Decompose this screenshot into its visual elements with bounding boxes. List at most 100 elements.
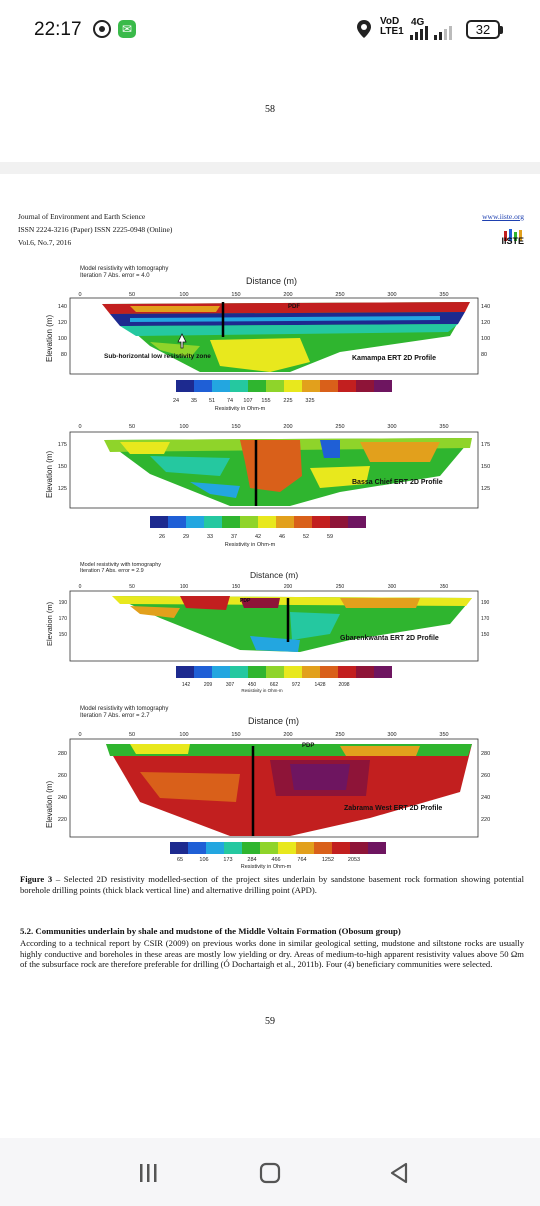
scale-title: Resistivity in Ohm-m <box>225 542 276 548</box>
scale-swatch <box>222 516 240 528</box>
battery-icon: 32 <box>466 20 503 39</box>
y-tick-label: 240 <box>481 795 490 801</box>
scale-swatch <box>248 380 266 392</box>
x-tick-label: 100 <box>179 424 188 430</box>
panel-header-2: Iteration 7 Abs. error = 2.9 <box>80 568 144 574</box>
scale-swatch <box>242 842 260 854</box>
scale-swatch <box>320 666 338 678</box>
scale-value: 33 <box>207 534 213 540</box>
y-tick-label: 260 <box>481 773 490 779</box>
scale-value: 51 <box>209 398 215 404</box>
scale-value: 59 <box>327 534 333 540</box>
scale-values: 26 29 33 37 42 46 52 59 <box>159 534 333 540</box>
journal-url[interactable]: www.iiste.org <box>482 212 524 221</box>
scale-swatch <box>194 380 212 392</box>
scale-swatch <box>188 842 206 854</box>
figure-canvas: Model resistivity with tomography Iterat… <box>45 266 490 870</box>
pdf-page-58: 58 <box>0 62 540 162</box>
plot-frame <box>69 431 479 509</box>
scale-swatch <box>302 666 320 678</box>
y-tick-label: 125 <box>58 486 67 492</box>
scale-swatch <box>176 666 194 678</box>
journal-name: Journal of Environment and Earth Science <box>18 212 146 221</box>
panel-header-1: Model resistivity with tomography <box>80 266 168 272</box>
x-tick-label: 50 <box>129 584 135 590</box>
home-button[interactable] <box>250 1158 290 1188</box>
scale-swatch <box>350 842 368 854</box>
scale-swatch <box>294 516 312 528</box>
scale-swatch <box>348 516 366 528</box>
x-ticks: 0 50 100 150 200 250 300 350 <box>79 584 449 590</box>
x-tick-label: 0 <box>78 424 81 430</box>
y-tick-label: 170 <box>59 616 68 622</box>
scale-values: 65 106 173 284 466 764 1252 2053 <box>177 857 360 863</box>
x-tick-label: 350 <box>439 292 448 298</box>
x-tick-label: 350 <box>439 732 448 738</box>
pdp-marker: PDP <box>240 598 251 604</box>
y-ticks-left: 280 260 240 220 <box>58 751 67 823</box>
x-tick-label: 300 <box>388 584 397 590</box>
y-ticks-right: 175 150 125 <box>481 442 490 492</box>
panel-header-2: Iteration 7 Abs. error = 2.7 <box>80 713 150 719</box>
x-tick-label: 50 <box>129 732 135 738</box>
x-ticks: 0 50 100 150 200 250 300 350 <box>78 732 448 738</box>
whatsapp-icon <box>93 20 111 38</box>
x-tick-label: 0 <box>78 732 81 738</box>
scale-swatch <box>230 666 248 678</box>
pdf-page-59[interactable]: Journal of Environment and Earth Science… <box>0 174 540 1104</box>
x-tick-label: 100 <box>180 584 189 590</box>
scale-swatch <box>204 516 222 528</box>
y-tick-label: 170 <box>481 616 490 622</box>
x-tick-label: 150 <box>231 732 240 738</box>
x-tick-label: 300 <box>387 292 396 298</box>
scale-value: 24 <box>173 398 179 404</box>
back-button[interactable] <box>380 1158 420 1188</box>
x-tick-label: 200 <box>283 292 292 298</box>
y-tick-label: 120 <box>481 320 490 326</box>
scale-swatch <box>374 380 392 392</box>
x-tick-label: 200 <box>283 424 292 430</box>
scale-swatch <box>278 842 296 854</box>
x-tick-label: 0 <box>79 584 82 590</box>
status-bar: 22:17 ✉ VoD LTE1 4G 32 <box>0 0 540 62</box>
x-tick-label: 100 <box>179 732 188 738</box>
scale-swatch <box>168 516 186 528</box>
x-tick-label: 200 <box>284 584 293 590</box>
scale-swatch <box>276 516 294 528</box>
y-tick-label: 150 <box>481 632 490 638</box>
profile-label: Zabrama West ERT 2D Profile <box>344 805 442 812</box>
x-tick-label: 250 <box>335 424 344 430</box>
x-ticks: 0 50 100 150 200 250 300 350 <box>78 424 448 430</box>
journal-issn: ISSN 2224-3216 (Paper) ISSN 2225-0948 (O… <box>18 225 173 234</box>
scale-swatch <box>260 842 278 854</box>
location-icon <box>357 20 371 38</box>
scale-value: 173 <box>223 857 232 863</box>
y-axis-label: Elevation (m) <box>45 781 54 828</box>
messages-icon: ✉ <box>118 20 136 38</box>
journal-volume: Vol.6, No.7, 2016 <box>18 238 72 247</box>
recent-apps-button[interactable] <box>128 1158 168 1188</box>
section-paragraph: According to a technical report by CSIR … <box>20 938 524 970</box>
x-ticks: 0 50 100 150 200 250 300 350 <box>78 292 448 298</box>
panel-header-1: Model resistivity with tomography <box>80 562 161 568</box>
scale-swatch <box>150 516 168 528</box>
network-type: 4G <box>411 17 425 28</box>
scale-swatch <box>266 380 284 392</box>
scale-title: Resistivity in Ohm-m <box>241 688 283 693</box>
x-tick-label: 300 <box>387 732 396 738</box>
operator-label: VoD LTE1 <box>380 16 404 37</box>
scale-value: 209 <box>204 682 213 688</box>
caption-text: – Selected 2D resistivity modelled-secti… <box>20 874 524 895</box>
scale-swatch <box>266 666 284 678</box>
y-tick-label: 190 <box>59 600 68 606</box>
page-number: 59 <box>265 1016 275 1027</box>
x-tick-label: 50 <box>129 424 135 430</box>
y-tick-label: 175 <box>58 442 67 448</box>
panel-bassa-chief: 0 50 100 150 200 250 300 350 <box>45 424 490 548</box>
y-tick-label: 125 <box>481 486 490 492</box>
y-tick-label: 280 <box>58 751 67 757</box>
scale-swatch <box>296 842 314 854</box>
scale-swatch <box>332 842 350 854</box>
scale-value: 35 <box>191 398 197 404</box>
resistivity-figure: Model resistivity with tomography Iterat… <box>40 262 500 877</box>
